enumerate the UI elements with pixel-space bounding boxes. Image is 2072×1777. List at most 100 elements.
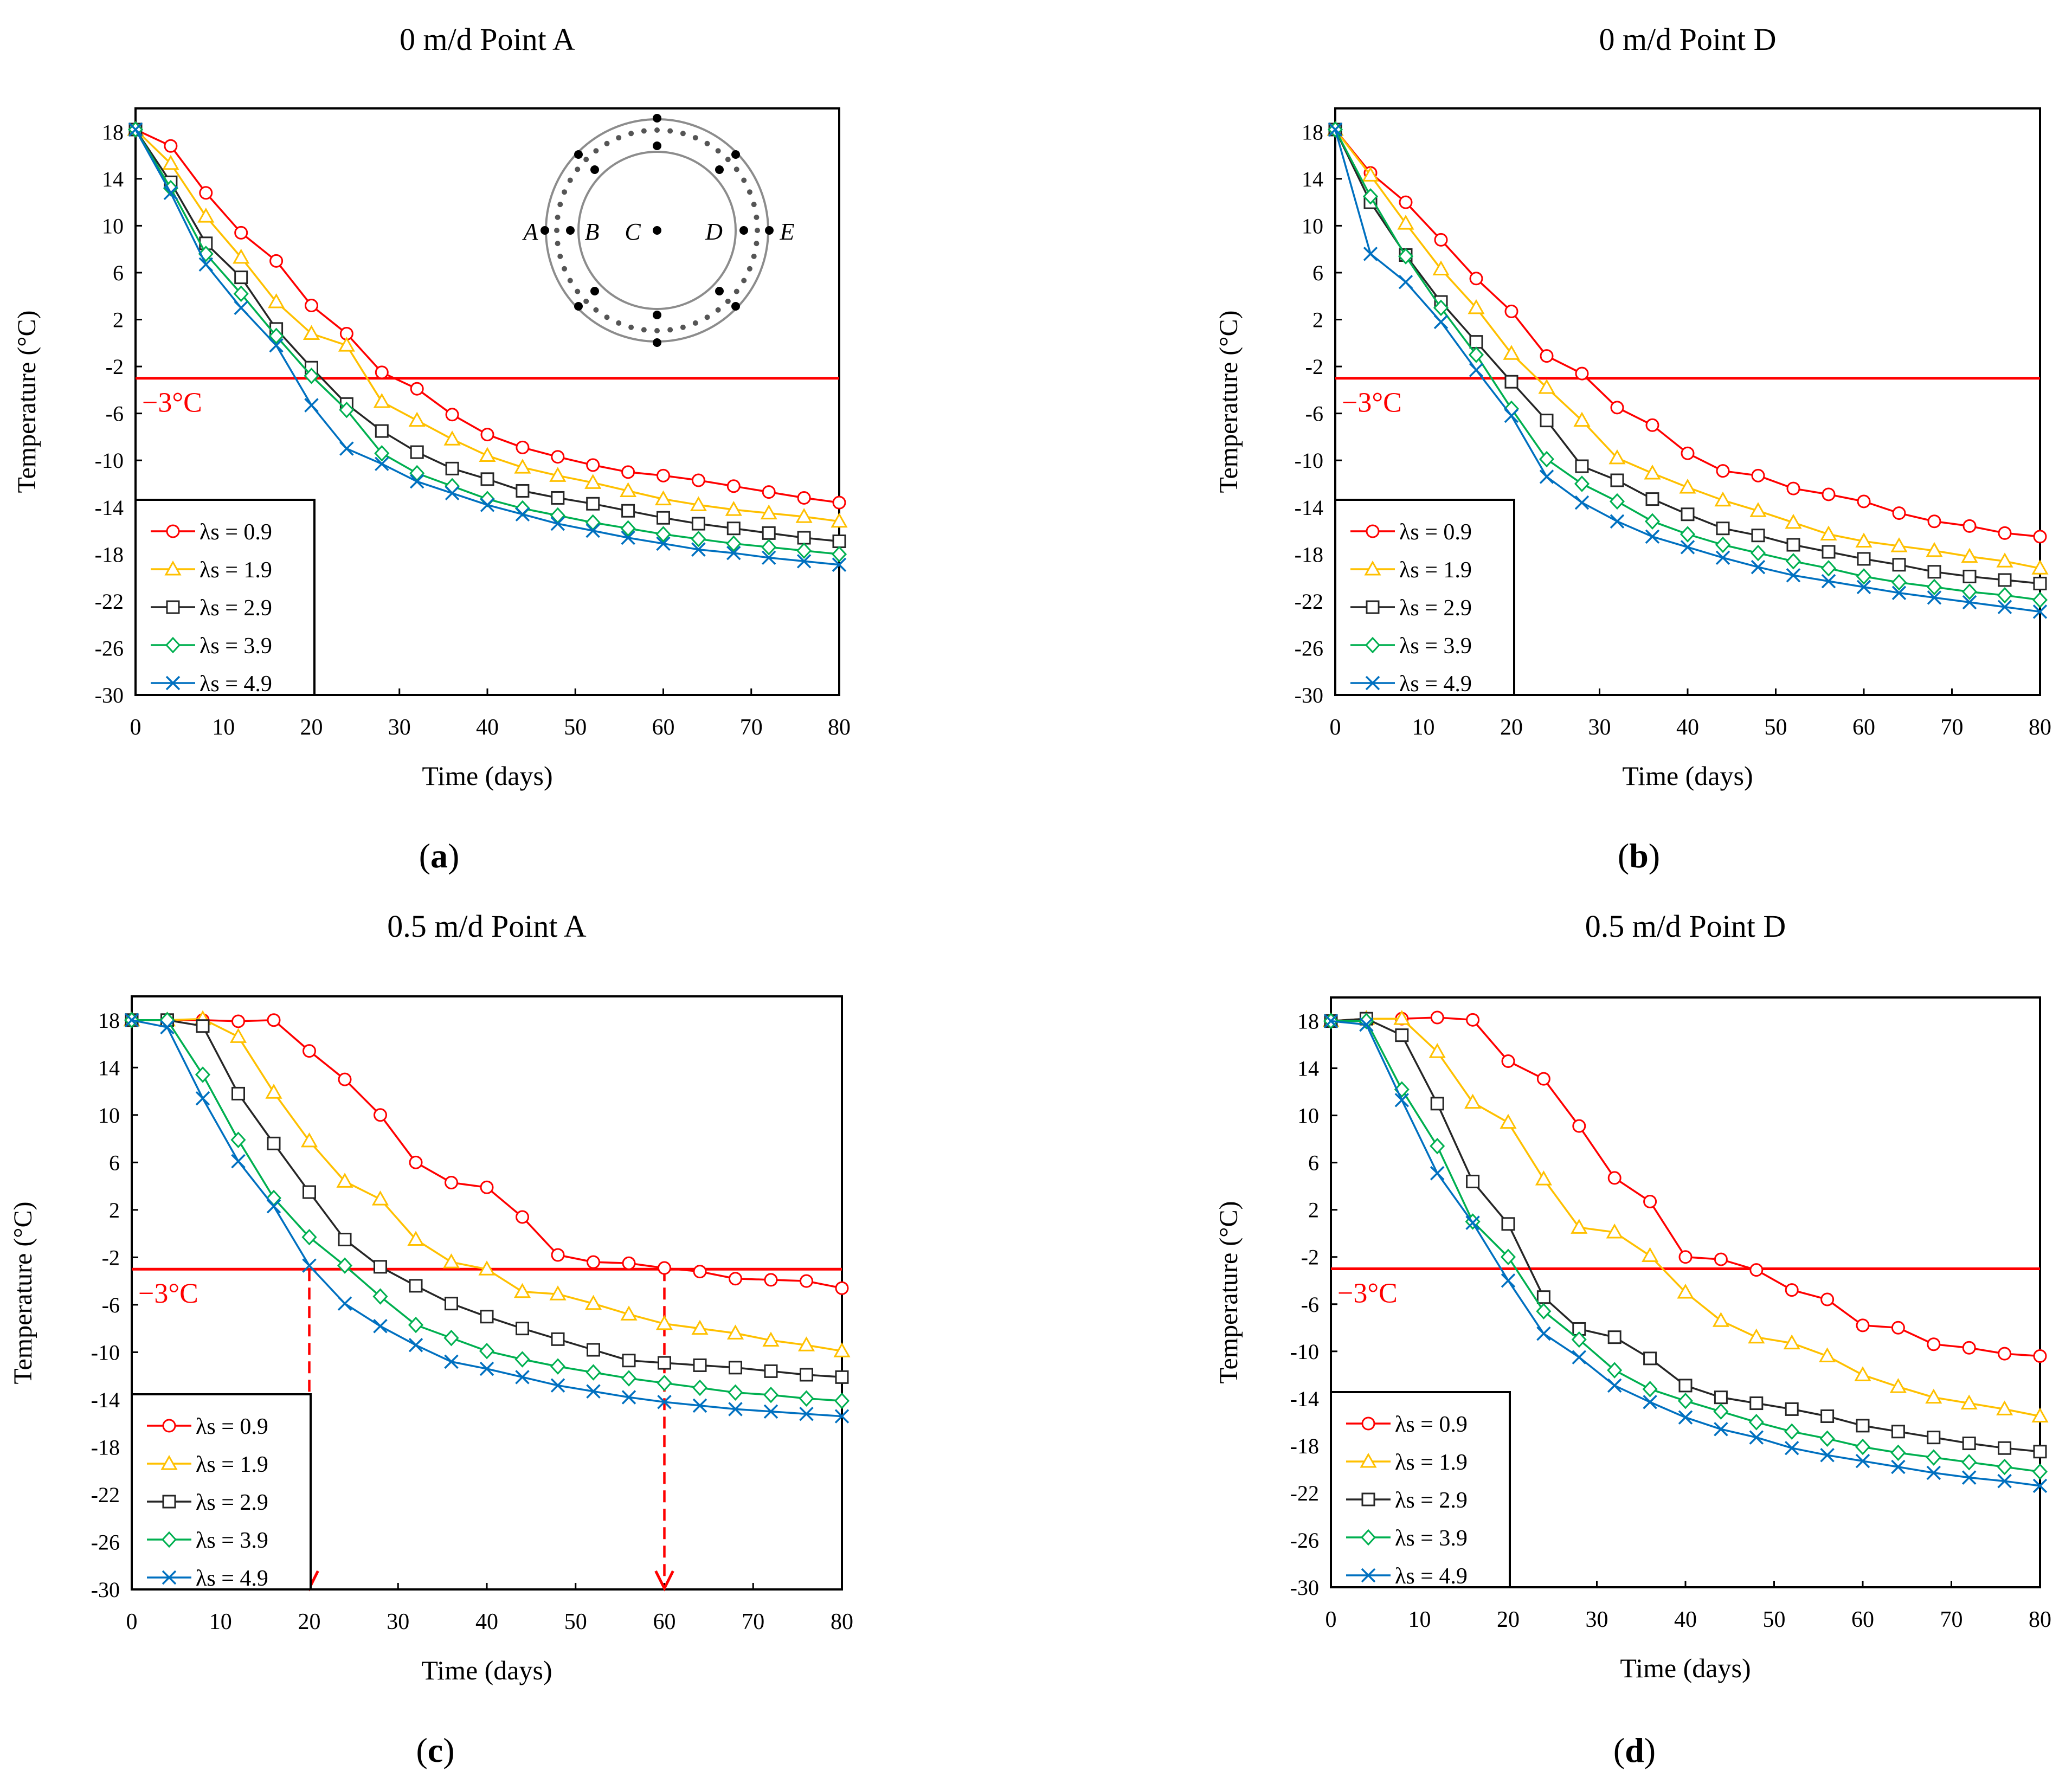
threshold-label: −3°C	[1337, 1278, 1398, 1309]
data-point-marker	[797, 491, 811, 505]
data-point-marker	[1856, 580, 1871, 595]
data-point-marker	[338, 337, 355, 352]
inset-freeze-pipe-dot	[628, 324, 634, 330]
y-tick-label: 18	[98, 1008, 120, 1033]
data-point-marker	[409, 474, 424, 489]
legend-entry-label: λs = 3.9	[196, 1528, 268, 1553]
data-point-marker	[375, 456, 389, 471]
data-point-marker	[1607, 1362, 1623, 1379]
y-tick-label: 2	[113, 308, 124, 332]
data-point-marker	[1714, 1422, 1728, 1437]
y-axis-label: Temperature (°C)	[1214, 310, 1243, 493]
data-point-marker	[197, 208, 215, 223]
inset-freeze-pipe-dot	[741, 177, 747, 183]
legend-swatch-marker	[1360, 1529, 1376, 1546]
data-point-marker	[1822, 545, 1836, 559]
y-tick-label: -22	[95, 589, 124, 614]
x-tick-label: 20	[298, 1609, 321, 1634]
inset-freeze-pipe-dot	[715, 148, 721, 154]
data-point-marker	[622, 1354, 636, 1368]
x-tick-label: 50	[1765, 715, 1787, 740]
data-point-marker	[408, 1316, 424, 1334]
data-point-marker	[234, 271, 248, 285]
data-point-marker	[1645, 492, 1659, 506]
data-point-marker	[1712, 1312, 1729, 1327]
data-point-marker	[1927, 514, 1941, 529]
inset-freeze-pipe-dot	[604, 140, 610, 146]
data-point-marker	[164, 139, 178, 153]
data-point-marker	[1643, 1395, 1657, 1409]
inset-freeze-pipe-dot	[575, 288, 581, 294]
data-point-marker	[1575, 366, 1589, 381]
data-point-marker	[1891, 1425, 1905, 1439]
data-point-marker	[480, 472, 494, 486]
data-point-marker	[1536, 1326, 1551, 1341]
data-point-marker	[1856, 568, 1872, 585]
data-point-marker	[1540, 349, 1554, 363]
data-point-marker	[691, 542, 706, 557]
data-point-marker	[1609, 493, 1625, 510]
data-point-marker	[1927, 1337, 1941, 1351]
legend-entry-label: λs = 3.9	[1395, 1526, 1468, 1551]
legend-swatch-marker	[162, 1570, 177, 1585]
x-tick-label: 30	[388, 715, 411, 740]
inset-freeze-pipe-dot	[680, 131, 686, 137]
data-point-marker	[445, 1176, 458, 1190]
data-point-marker	[195, 1066, 211, 1083]
inset-point-dot	[731, 302, 740, 311]
data-point-marker	[586, 458, 600, 472]
x-tick-label: 70	[1941, 715, 1964, 740]
data-point-marker	[620, 482, 637, 497]
data-point-marker	[1925, 1388, 1942, 1404]
data-point-marker	[1786, 538, 1800, 552]
data-point-marker	[1890, 1444, 1906, 1461]
data-point-marker	[1856, 1318, 1870, 1332]
data-point-marker	[1962, 1341, 1976, 1355]
data-point-marker	[267, 1136, 281, 1150]
legend-entry-label: λs = 1.9	[196, 1452, 268, 1477]
y-tick-label: 6	[113, 261, 124, 285]
data-point-marker	[1962, 569, 1977, 583]
data-point-marker	[410, 382, 424, 396]
data-point-marker	[336, 1173, 353, 1188]
data-point-marker	[1539, 469, 1554, 484]
x-tick-label: 80	[828, 715, 851, 740]
data-point-marker	[480, 428, 494, 442]
data-point-marker	[265, 1084, 282, 1099]
inset-freeze-pipe-dot	[692, 135, 698, 141]
data-point-marker	[233, 285, 249, 302]
y-tick-label: -14	[1295, 495, 1323, 520]
data-point-marker	[1998, 1347, 2012, 1361]
data-point-marker	[442, 1253, 460, 1269]
data-point-marker	[1677, 1392, 1694, 1409]
inset-point-dot	[653, 338, 661, 347]
data-point-marker	[1854, 1366, 1871, 1381]
legend-swatch-marker	[1366, 524, 1380, 538]
data-point-marker	[551, 1332, 565, 1346]
y-tick-label: -18	[1290, 1434, 1319, 1458]
data-point-marker	[1677, 1283, 1694, 1299]
legend-swatch-marker	[160, 1454, 178, 1470]
data-point-marker	[763, 1404, 778, 1419]
data-point-marker	[658, 1261, 671, 1275]
y-tick-label: 6	[109, 1150, 120, 1175]
y-tick-label: -26	[1295, 636, 1323, 660]
data-point-marker	[1644, 464, 1661, 480]
data-point-marker	[1643, 1351, 1657, 1366]
data-point-marker	[621, 530, 635, 545]
data-point-marker	[833, 1342, 851, 1357]
y-tick-label: -22	[1290, 1481, 1319, 1505]
y-tick-label: -10	[91, 1340, 120, 1364]
y-tick-label: -2	[106, 355, 124, 379]
data-point-marker	[1398, 248, 1414, 265]
data-point-marker	[549, 1285, 567, 1300]
y-tick-label: -18	[1295, 542, 1323, 566]
x-tick-label: 20	[300, 715, 323, 740]
y-tick-label: -26	[95, 636, 124, 660]
data-point-marker	[831, 546, 847, 563]
data-point-marker	[1714, 1390, 1728, 1405]
x-tick-label: 30	[1586, 1607, 1608, 1632]
data-point-marker	[1998, 573, 2012, 587]
data-point-marker	[1500, 1248, 1516, 1265]
legend-swatch-marker	[1361, 1417, 1375, 1431]
